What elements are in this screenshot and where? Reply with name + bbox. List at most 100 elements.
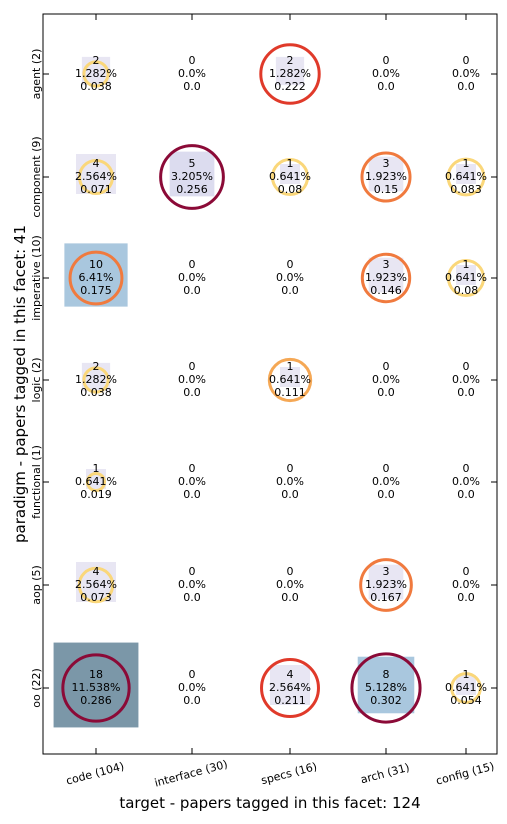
cell-percent-label: 0.0% [178, 681, 206, 694]
cell-ratio-label: 0.0 [457, 591, 475, 604]
cell-percent-label: 0.0% [276, 578, 304, 591]
cell-count-label: 1 [463, 668, 470, 681]
cell-ratio-label: 0.111 [274, 386, 306, 399]
cell-percent-label: 2.564% [269, 681, 311, 694]
cell-percent-label: 0.0% [178, 578, 206, 591]
cell-ratio-label: 0.073 [80, 591, 112, 604]
y-tick-label: component (9) [30, 136, 43, 217]
cell-ratio-label: 0.071 [80, 183, 112, 196]
cell-percent-label: 0.0% [178, 373, 206, 386]
y-tick-label: aop (5) [30, 565, 43, 605]
cell-percent-label: 1.923% [365, 578, 407, 591]
cell-count-label: 5 [189, 157, 196, 170]
cell-percent-label: 0.641% [445, 170, 487, 183]
cell-count-label: 0 [189, 565, 196, 578]
y-tick-labels: agent (2) component (9) imperative (10) log… [30, 49, 43, 708]
y-tick-label: imperative (10) [30, 235, 43, 321]
cell-ratio-label: 0.167 [370, 591, 402, 604]
cell-percent-label: 1.282% [75, 67, 117, 80]
cell-ratio-label: 0.256 [176, 183, 208, 196]
cell-ratio-label: 0.0 [183, 80, 201, 93]
cell-percent-label: 0.641% [75, 475, 117, 488]
y-tick-label: functional (1) [30, 445, 43, 519]
cell-count-label: 0 [287, 462, 294, 475]
cell-percent-label: 1.923% [365, 170, 407, 183]
cell-ratio-label: 0.08 [278, 183, 303, 196]
cell-count-label: 3 [383, 258, 390, 271]
cell-percent-label: 0.0% [276, 475, 304, 488]
cell-count-label: 0 [383, 54, 390, 67]
cell-ratio-label: 0.0 [457, 80, 475, 93]
cell-count-label: 1 [287, 360, 294, 373]
cell-count-label: 1 [93, 462, 100, 475]
cell-percent-label: 0.0% [178, 271, 206, 284]
cell-ratio-label: 0.019 [80, 488, 112, 501]
x-tick-label: interface (30) [153, 758, 229, 790]
x-tick-labels: code (104) interface (30) specs (16) arch (… [65, 758, 496, 790]
cell-count-label: 0 [189, 462, 196, 475]
cell-ratio-label: 0.08 [454, 284, 479, 297]
cell-percent-label: 0.0% [452, 578, 480, 591]
cell-percent-label: 0.641% [269, 170, 311, 183]
cell-count-label: 3 [383, 565, 390, 578]
cell-ratio-label: 0.15 [374, 183, 399, 196]
cell-ratio-label: 0.0 [457, 488, 475, 501]
x-tick-label: code (104) [65, 760, 126, 788]
cell-ratio-label: 0.0 [457, 386, 475, 399]
x-axis-label: target - papers tagged in this facet: 12… [119, 794, 420, 812]
cell-ratio-label: 0.0 [281, 284, 299, 297]
cell-ratio-label: 0.0 [183, 591, 201, 604]
cell-count-label: 0 [189, 668, 196, 681]
x-tick-label: specs (16) [260, 760, 319, 787]
cell-count-label: 4 [93, 157, 100, 170]
cell-count-label: 2 [287, 54, 294, 67]
cell-ratio-label: 0.0 [281, 591, 299, 604]
cell-count-label: 10 [89, 258, 103, 271]
cell-ratio-label: 0.175 [80, 284, 112, 297]
cell-percent-label: 0.0% [452, 373, 480, 386]
y-axis-label: paradigm - papers tagged in this facet: … [11, 225, 29, 543]
cell-count-label: 0 [189, 360, 196, 373]
cell-ratio-label: 0.0 [183, 694, 201, 707]
y-tick-label: logic (2) [30, 358, 43, 403]
cell-count-label: 4 [287, 668, 294, 681]
cell-percent-label: 0.0% [452, 475, 480, 488]
cell-count-label: 1 [463, 258, 470, 271]
cell-percent-label: 6.41% [79, 271, 114, 284]
cell-count-label: 2 [93, 54, 100, 67]
cell-count-label: 1 [287, 157, 294, 170]
cell-count-label: 4 [93, 565, 100, 578]
cell-count-label: 0 [463, 54, 470, 67]
cell-ratio-label: 0.222 [274, 80, 306, 93]
cell-ratio-label: 0.302 [370, 694, 402, 707]
cell-percent-label: 0.641% [269, 373, 311, 386]
x-tick-label: arch (31) [359, 761, 411, 787]
cell-ratio-label: 0.0 [377, 386, 395, 399]
cell-count-label: 0 [463, 565, 470, 578]
cell-percent-label: 0.0% [372, 475, 400, 488]
cell-count-label: 1 [463, 157, 470, 170]
cell-ratio-label: 0.038 [80, 386, 112, 399]
cell-ratio-label: 0.038 [80, 80, 112, 93]
cell-percent-label: 0.0% [452, 67, 480, 80]
cell-percent-label: 5.128% [365, 681, 407, 694]
cell-count-label: 0 [383, 462, 390, 475]
cell-percent-label: 1.282% [75, 373, 117, 386]
cell-percent-label: 1.923% [365, 271, 407, 284]
cell-percent-label: 0.0% [372, 67, 400, 80]
cell-count-label: 0 [463, 360, 470, 373]
cell-ratio-label: 0.0 [281, 488, 299, 501]
cell-percent-label: 11.538% [72, 681, 121, 694]
cell-count-label: 8 [383, 668, 390, 681]
cell-ratio-label: 0.211 [274, 694, 306, 707]
cell-ratio-label: 0.0 [183, 284, 201, 297]
cell-percent-label: 0.0% [178, 475, 206, 488]
cell-ratio-label: 0.0 [377, 488, 395, 501]
cell-percent-label: 3.205% [171, 170, 213, 183]
cell-count-label: 0 [463, 462, 470, 475]
cell-ratio-label: 0.054 [450, 694, 482, 707]
cell-count-label: 2 [93, 360, 100, 373]
y-tick-label: agent (2) [30, 49, 43, 100]
cell-ratio-label: 0.0 [183, 386, 201, 399]
